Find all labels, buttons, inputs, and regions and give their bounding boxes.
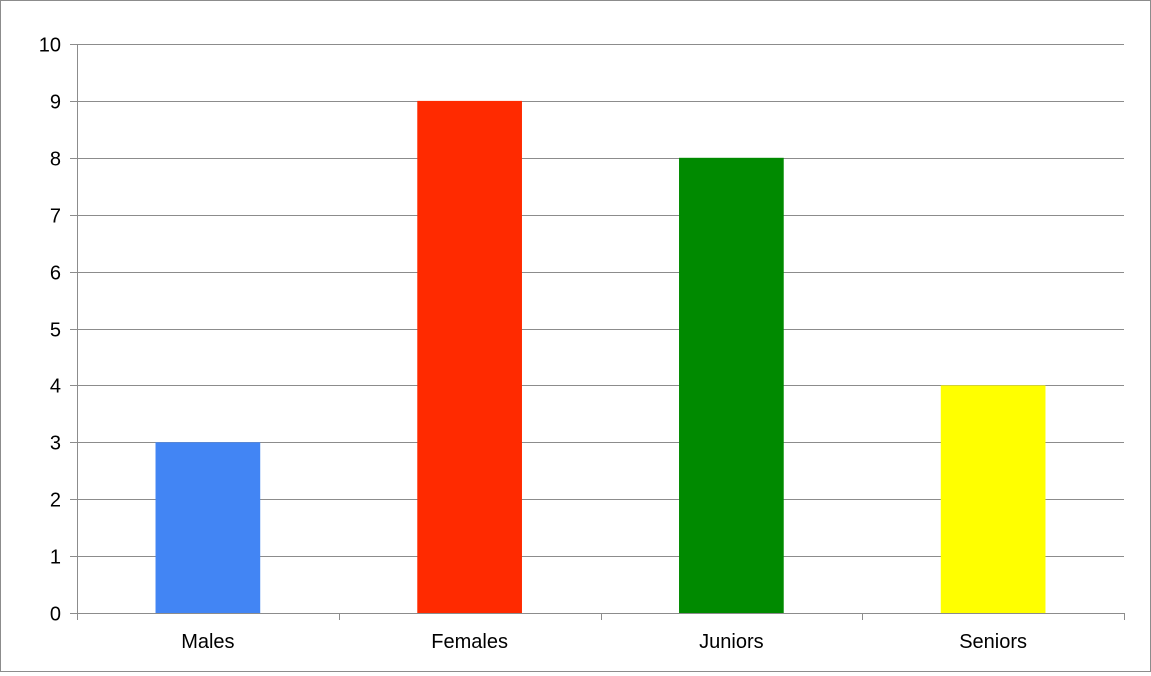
- y-tick-label: 8: [50, 149, 61, 171]
- axes: [70, 44, 1125, 620]
- tick-labels: 0 1 2 3 4 5 6 7 8 9 10 Males Females Juniors Seniors: [39, 35, 1027, 654]
- y-tick-label: 7: [50, 206, 61, 228]
- y-tick-label: 4: [50, 376, 61, 398]
- y-tick-label: 2: [50, 490, 61, 512]
- bar-juniors: [679, 157, 784, 614]
- y-tick-label: 3: [50, 433, 61, 455]
- x-tick-label: Seniors: [959, 631, 1027, 653]
- x-tick-label: Males: [181, 631, 234, 653]
- x-tick-label: Juniors: [699, 631, 763, 653]
- bar-females: [417, 100, 522, 613]
- x-tick-label: Females: [431, 631, 508, 653]
- bar-males: [155, 442, 261, 613]
- y-tick-label: 10: [39, 35, 61, 57]
- bar-seniors: [940, 385, 1046, 613]
- y-tick-label: 1: [50, 547, 61, 569]
- y-tick-label: 0: [50, 604, 61, 626]
- y-tick-label: 5: [50, 320, 61, 342]
- y-tick-label: 6: [50, 263, 61, 285]
- y-tick-label: 9: [50, 92, 61, 114]
- bars: [155, 100, 1046, 614]
